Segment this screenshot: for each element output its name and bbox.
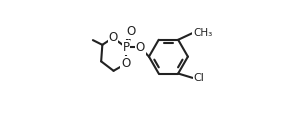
Text: Cl: Cl	[194, 73, 204, 83]
Text: P: P	[122, 41, 129, 54]
Text: O: O	[121, 57, 131, 70]
Text: CH₃: CH₃	[193, 28, 213, 38]
Text: O: O	[135, 41, 145, 54]
Text: O: O	[108, 31, 118, 44]
Text: O: O	[126, 25, 135, 38]
